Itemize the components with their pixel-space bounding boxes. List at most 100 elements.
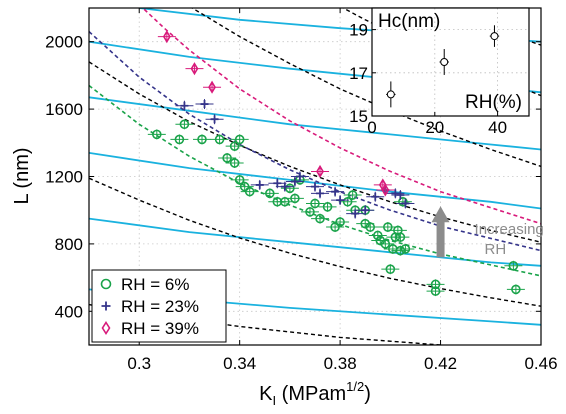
data-point (305, 207, 315, 217)
data-point (335, 217, 345, 227)
data-point (273, 179, 282, 188)
fit-curve (141, 8, 541, 225)
data-point (385, 264, 396, 274)
model-curves (89, 8, 541, 359)
x-tick-label: 0.3 (127, 354, 151, 373)
data-point (400, 244, 411, 254)
data-point (290, 193, 300, 204)
black-dashed-curve (89, 348, 541, 359)
series-circle (147, 119, 525, 297)
data-point (190, 62, 199, 76)
inset-y-tick-label: 19 (349, 21, 368, 40)
inset-x-axis-title: RH(%) (465, 92, 522, 113)
data-point (222, 153, 232, 163)
data-points (147, 30, 525, 297)
legend-marker (101, 301, 111, 311)
data-point (430, 286, 441, 296)
cyan-model-curve (89, 96, 541, 151)
data-point (152, 129, 162, 140)
data-point (401, 199, 410, 208)
x-axis-title: KI (MPam1/2) (259, 379, 371, 408)
data-point (174, 134, 185, 145)
inset-ticks: 0 20 40 15 17 19 (349, 21, 507, 137)
fit-curve (89, 31, 541, 252)
fit-curve (89, 84, 541, 277)
data-point (234, 134, 245, 145)
data-point (208, 80, 216, 94)
y-tick-label: 2000 (45, 33, 83, 52)
data-point (162, 30, 171, 44)
x-tick-label: 0.38 (324, 354, 357, 373)
data-point (229, 158, 240, 168)
data-point (365, 222, 376, 232)
y-tick-label: 400 (55, 302, 83, 321)
data-point (371, 192, 380, 201)
data-point (310, 198, 320, 209)
y-tick-label: 1600 (45, 100, 83, 119)
data-point (391, 189, 400, 198)
inset-x-tick-label: 20 (425, 118, 444, 137)
inset-y-tick-label: 17 (349, 64, 368, 83)
inset-points (386, 25, 500, 108)
legend-label: RH = 23% (121, 297, 199, 316)
annotation-text: RH (485, 241, 507, 258)
legend-label: RH = 39% (121, 319, 199, 338)
data-point (264, 188, 275, 199)
data-point (381, 183, 390, 197)
data-point (180, 101, 189, 110)
legend-label: RH = 6% (121, 275, 190, 294)
inset-chart: 0 20 40 15 17 19 Hc(nm) RH(%) (349, 7, 530, 137)
data-point (179, 119, 190, 130)
black-dashed-curve (190, 8, 541, 168)
y-axis-title: L (nm) (11, 147, 33, 204)
series-plus (175, 99, 415, 219)
data-point (197, 134, 207, 145)
y-tick-label: 1200 (45, 168, 83, 187)
cyan-model-curve (89, 152, 541, 210)
data-point (330, 222, 340, 232)
data-point (280, 182, 289, 191)
data-point (336, 196, 345, 205)
cyan-model-curve (89, 217, 541, 267)
data-point (398, 196, 408, 207)
data-point (508, 261, 519, 271)
data-point (244, 186, 255, 197)
arrow-shaft (436, 220, 445, 258)
legend-marker (101, 321, 111, 335)
data-point (342, 196, 353, 207)
data-point (316, 164, 324, 178)
data-point (229, 141, 240, 151)
data-point (295, 172, 304, 181)
data-point (311, 182, 319, 191)
data-point (285, 183, 295, 194)
y-tick-label: 800 (55, 235, 83, 254)
inset-data-point (386, 90, 395, 99)
inset-title: Hc(nm) (378, 11, 440, 32)
data-point (255, 180, 264, 189)
inset-x-tick-label: 0 (367, 118, 376, 137)
inset-frame (371, 7, 530, 117)
inset-data-point (440, 58, 449, 66)
inset-background (372, 8, 529, 116)
increasing-rh-annotation: Increasing RH (431, 206, 544, 258)
legend-marker (100, 278, 112, 290)
data-point (280, 196, 290, 207)
black-dashed-curve (89, 61, 541, 243)
data-point (361, 206, 370, 215)
inset-y-tick-label: 15 (349, 107, 368, 126)
inset-x-tick-label: 40 (488, 118, 507, 137)
data-point (290, 177, 299, 186)
data-point (395, 232, 406, 242)
data-point (315, 213, 325, 224)
data-point (395, 245, 406, 256)
data-point (372, 230, 383, 241)
legend-box (91, 269, 227, 343)
data-point (351, 209, 360, 218)
x-tick-label: 0.46 (524, 354, 557, 373)
black-dashed-curve (89, 177, 541, 307)
x-tick-label: 0.42 (424, 354, 457, 373)
data-point (347, 190, 358, 200)
data-point (239, 181, 250, 192)
